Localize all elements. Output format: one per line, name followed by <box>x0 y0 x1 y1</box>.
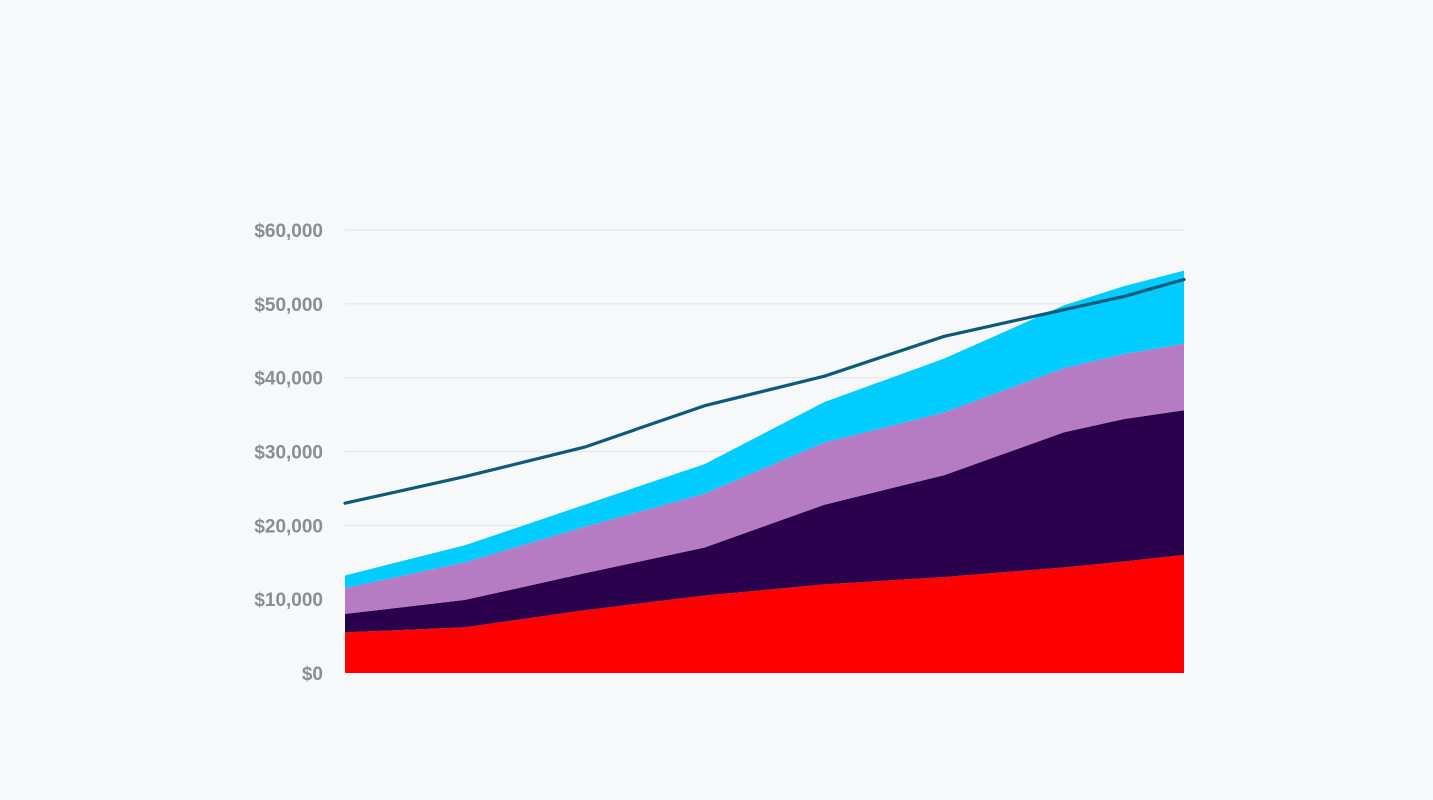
y-tick-label-3: $30,000 <box>254 443 323 464</box>
y-tick-label-2: $20,000 <box>254 516 323 537</box>
area-series-1 <box>345 554 1184 673</box>
y-tick-label-6: $60,000 <box>254 221 323 242</box>
stacked-areas <box>345 270 1184 673</box>
total-line <box>343 277 1186 505</box>
y-tick-label-4: $40,000 <box>254 369 323 390</box>
y-tick-label-0: $0 <box>302 664 323 685</box>
area-series-2 <box>345 410 1184 633</box>
area-series-4 <box>345 270 1184 589</box>
area-series-3 <box>345 343 1184 614</box>
y-tick-label-5: $50,000 <box>254 295 323 316</box>
total-line-layer <box>343 277 1186 505</box>
y-tick-label-1: $10,000 <box>254 590 323 611</box>
y-axis-tick-labels: $0 $10,000 $20,000 $30,000 $40,000 $50,000 $60… <box>254 221 323 685</box>
